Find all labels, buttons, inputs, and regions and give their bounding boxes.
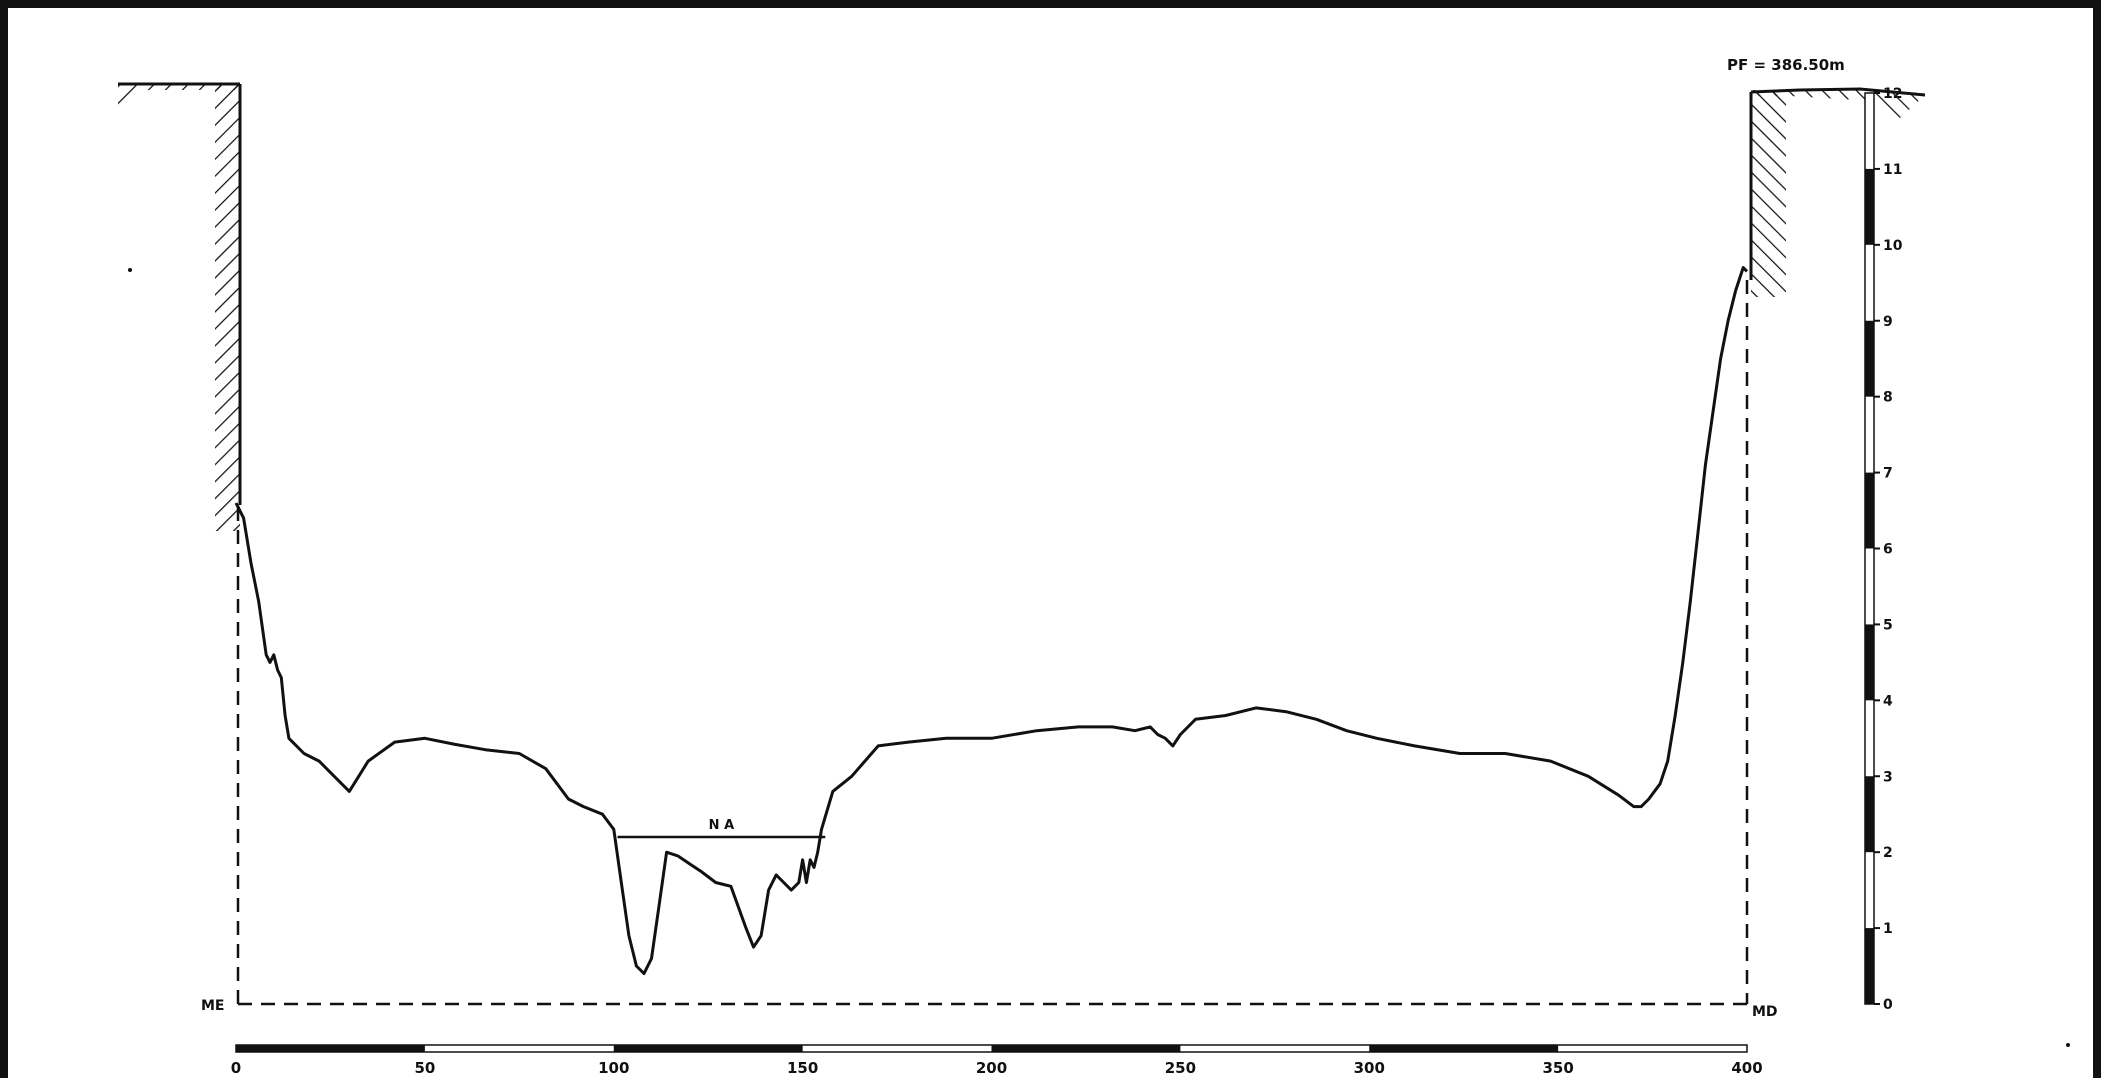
y-tick-label: 7 — [1883, 466, 1893, 482]
x-tick-label: 250 — [1165, 1059, 1196, 1077]
x-scale-segment — [613, 1045, 803, 1052]
x-tick-label: 200 — [976, 1059, 1007, 1077]
y-scale-segment — [1865, 928, 1874, 1004]
x-tick-label: 350 — [1542, 1059, 1573, 1077]
scan-speck — [128, 268, 132, 272]
y-tick-label: 11 — [1883, 162, 1902, 178]
x-axis-scale-bar: 0 50 100 150 200 250 300 350 400 — [231, 1044, 1763, 1077]
y-tick-label: 0 — [1883, 997, 1893, 1013]
left-bank-hatch — [118, 82, 242, 531]
y-scale-segment — [1865, 320, 1874, 397]
y-tick-label: 4 — [1883, 693, 1893, 709]
y-tick-label: 5 — [1883, 617, 1893, 633]
y-tick-label: 10 — [1883, 238, 1903, 254]
y-tick-label: 12 — [1883, 86, 1902, 102]
y-scale-segment — [1865, 624, 1874, 701]
y-scale-segment — [1865, 168, 1874, 245]
right-bank-label: MD — [1752, 1004, 1778, 1020]
y-tick-label: 1 — [1883, 921, 1893, 937]
x-tick-label: 300 — [1354, 1059, 1385, 1077]
x-tick-label: 50 — [414, 1059, 435, 1077]
right-bank-hatch — [1749, 87, 1926, 297]
x-scale-segment — [1369, 1045, 1559, 1052]
datum-boundary — [236, 280, 1749, 1006]
x-tick-label: 150 — [787, 1059, 818, 1077]
water-level-label: N A — [709, 818, 734, 833]
y-scale-segment — [1865, 472, 1874, 549]
x-scale-segment — [991, 1045, 1181, 1052]
x-tick-label: 100 — [598, 1059, 629, 1077]
x-tick-label: 0 — [231, 1059, 241, 1077]
datum-label: PF = 386.50m — [1727, 56, 1845, 74]
y-scale-segment — [1865, 776, 1874, 853]
y-tick-label: 2 — [1883, 845, 1893, 861]
left-bank-label: ME — [201, 998, 225, 1014]
y-tick-label: 9 — [1883, 314, 1893, 330]
scan-speck — [2066, 1043, 2070, 1047]
y-tick-label: 8 — [1883, 390, 1893, 406]
y-tick-label: 3 — [1883, 769, 1893, 785]
x-tick-label: 400 — [1731, 1059, 1762, 1077]
cross-section-profile-line — [234, 266, 1749, 976]
x-scale-segment — [236, 1045, 425, 1052]
y-tick-label: 6 — [1883, 542, 1893, 558]
